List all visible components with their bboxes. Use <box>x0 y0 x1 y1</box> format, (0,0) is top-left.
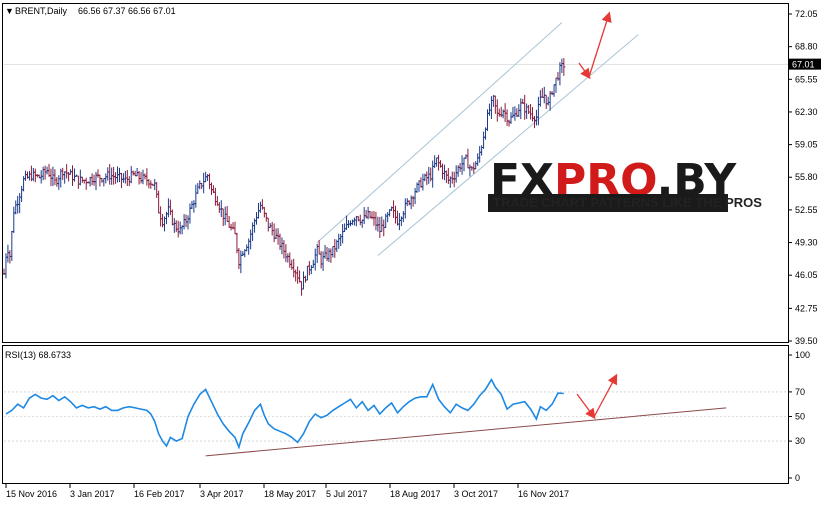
channel-upper-line <box>316 22 563 243</box>
forecast-arrows <box>576 11 618 420</box>
rsi-arrow-down <box>576 393 596 420</box>
price-tick-label: 42.75 <box>795 303 818 313</box>
price-tick-label: 39.50 <box>795 336 818 346</box>
rsi-arrow-up <box>593 373 618 418</box>
price-tick-label: 65.55 <box>795 74 818 84</box>
rsi-trendline <box>205 407 727 457</box>
price-tick-label: 49.30 <box>795 238 818 248</box>
price-tick-label: 62.30 <box>795 107 818 117</box>
time-axis: 15 Nov 2016 3 Jan 2017 16 Feb 2017 3 Apr 20… <box>5 484 569 499</box>
price-tick-label: 52.55 <box>795 205 818 215</box>
rsi-panel-frame <box>2 345 789 484</box>
time-tick-label: 16 Feb 2017 <box>134 489 185 499</box>
time-tick-label: 3 Jan 2017 <box>70 489 115 499</box>
watermark-tagline: TRADE CHART PATTERNS LIKE THE PROS <box>493 195 762 210</box>
watermark-tagline-bg <box>488 194 728 212</box>
current-price-tag: 67.01 <box>789 58 821 70</box>
rsi-line <box>5 377 564 450</box>
rsi-tick-label: 0 <box>795 473 800 483</box>
price-tick-label: 46.05 <box>795 270 818 280</box>
current-price-value: 67.01 <box>792 60 815 70</box>
price-bar <box>562 58 566 76</box>
time-tick-label: 18 Aug 2017 <box>390 489 441 499</box>
price-tick-label: 59.05 <box>795 140 818 150</box>
price-tick-label: 55.80 <box>795 172 818 182</box>
rsi-tick-label: 100 <box>795 350 810 360</box>
time-tick-label: 16 Nov 2017 <box>518 489 569 499</box>
dropdown-triangle-icon[interactable]: ▼ <box>5 6 14 16</box>
time-tick-label: 18 May 2017 <box>264 489 316 499</box>
price-arrow-down <box>578 62 591 80</box>
current-price-tag-bg <box>789 58 821 70</box>
symbol-label: BRENT,Daily <box>15 6 68 16</box>
time-tick-label: 5 Jul 2017 <box>326 489 368 499</box>
rsi-tick-label: 30 <box>795 436 805 446</box>
rsi-label: RSI(13) 68.6733 <box>5 350 71 360</box>
time-tick-label: 3 Oct 2017 <box>454 489 498 499</box>
rsi-tick-label: 70 <box>795 387 805 397</box>
rsi-series <box>5 377 727 457</box>
price-bars <box>2 58 566 296</box>
rsi-axis: 100 70 50 30 0 <box>788 350 810 483</box>
rsi-gridlines <box>4 391 788 442</box>
price-tick-label: 68.80 <box>795 42 818 52</box>
price-arrow-up <box>588 11 612 78</box>
watermark: FXPRO.BY TRADE CHART PATTERNS LIKE THE P… <box>488 155 762 212</box>
channel-lower-line <box>377 34 639 256</box>
price-axis: 72.05 68.80 65.55 62.30 59.05 55.80 52.55 49.30… <box>788 9 818 346</box>
trend-channel <box>316 22 639 256</box>
ohlc-values: 66.56 67.37 66.56 67.01 <box>78 6 176 16</box>
time-tick-label: 3 Apr 2017 <box>200 489 244 499</box>
price-tick-label: 72.05 <box>795 9 818 19</box>
rsi-tick-label: 50 <box>795 412 805 422</box>
time-tick-label: 15 Nov 2016 <box>6 489 57 499</box>
